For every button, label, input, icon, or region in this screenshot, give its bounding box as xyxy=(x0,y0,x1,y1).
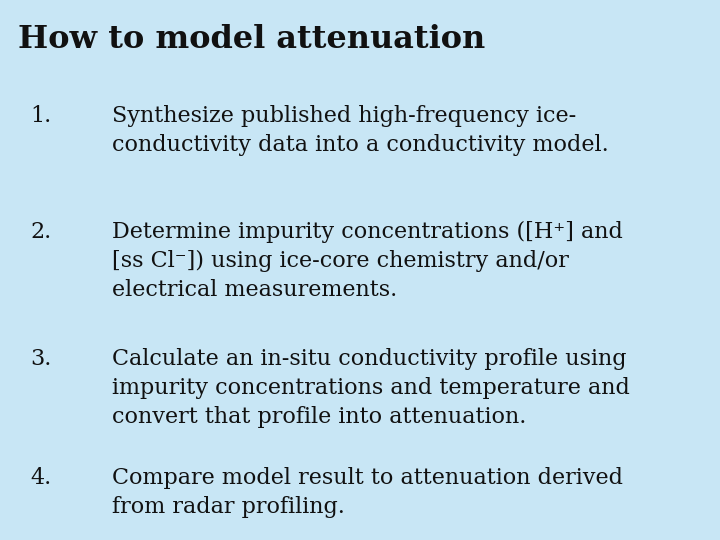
Text: Determine impurity concentrations ([H⁺] and
[ss Cl⁻]) using ice-core chemistry a: Determine impurity concentrations ([H⁺] … xyxy=(112,221,623,301)
Text: How to model attenuation: How to model attenuation xyxy=(18,24,485,55)
Text: 1.: 1. xyxy=(30,105,52,127)
Text: 4.: 4. xyxy=(30,467,52,489)
Text: 2.: 2. xyxy=(30,221,52,244)
Text: 3.: 3. xyxy=(30,348,52,370)
Text: Compare model result to attenuation derived
from radar profiling.: Compare model result to attenuation deri… xyxy=(112,467,623,518)
Text: Calculate an in-situ conductivity profile using
impurity concentrations and temp: Calculate an in-situ conductivity profil… xyxy=(112,348,629,428)
Text: Synthesize published high-frequency ice-
conductivity data into a conductivity m: Synthesize published high-frequency ice-… xyxy=(112,105,608,156)
